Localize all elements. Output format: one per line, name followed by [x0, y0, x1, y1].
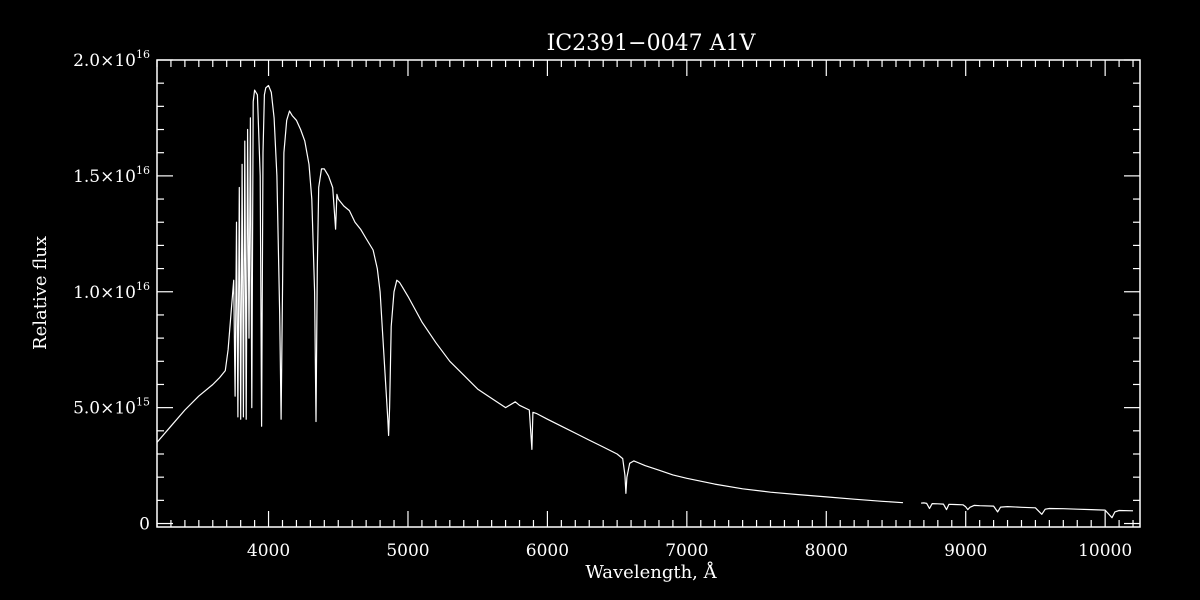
y-tick-mantissa: 5.0×10	[73, 399, 136, 419]
chart-title: IC2391−0047 A1V	[547, 31, 757, 56]
x-axis-label: Wavelength, Å	[585, 561, 717, 583]
x-tick-label: 10000	[1078, 541, 1132, 561]
y-tick-mantissa: 0	[139, 515, 150, 535]
y-tick-mantissa: 1.0×10	[73, 283, 136, 303]
y-tick-label: 1.5×1016	[73, 164, 150, 187]
plot-frame	[156, 59, 1141, 528]
x-axis-ticks	[156, 60, 1134, 527]
x-tick-label: 8000	[805, 541, 848, 561]
x-tick-label: 7000	[665, 541, 708, 561]
y-tick-exponent: 16	[136, 48, 150, 61]
y-tick-label: 5.0×1015	[73, 396, 150, 419]
y-tick-exponent: 16	[136, 280, 150, 293]
x-axis-tick-labels: 4000 5000 6000 7000 8000 9000 10000	[247, 541, 1132, 561]
spectrum-line	[156, 84, 1134, 519]
x-tick-label: 6000	[526, 541, 569, 561]
y-tick-exponent: 16	[136, 164, 150, 177]
y-tick-exponent: 15	[136, 396, 150, 409]
y-tick-label: 2.0×1016	[73, 48, 150, 71]
y-tick-label: 0	[139, 515, 150, 535]
x-tick-label: 5000	[386, 541, 429, 561]
y-tick-mantissa: 1.5×10	[73, 167, 136, 187]
y-tick-label: 1.0×1016	[73, 280, 150, 303]
y-axis-label: Relative flux	[30, 236, 51, 350]
y-axis-ticks	[157, 59, 1140, 525]
x-tick-label: 4000	[247, 541, 290, 561]
x-tick-label: 9000	[944, 541, 987, 561]
y-tick-mantissa: 2.0×10	[73, 51, 136, 71]
